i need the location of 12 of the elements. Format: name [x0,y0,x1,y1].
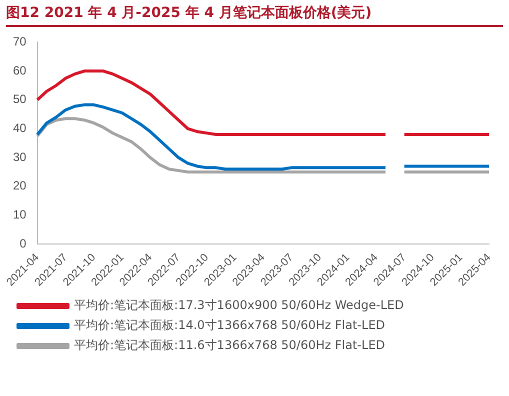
y-tick-label: 50 [12,92,27,106]
y-tick-label: 30 [12,150,27,164]
legend-label: 平均价:笔记本面板:11.6寸1366x768 50/60Hz Flat-LED [74,338,386,352]
y-tick-label: 60 [12,63,27,78]
y-tick-label: 10 [12,208,27,222]
y-tick-label: 70 [12,34,27,49]
chart-title: 图12 2021 年 4 月-2025 年 4 月笔记本面板价格(美元) [6,4,503,27]
legend-label: 平均价:笔记本面板:14.0寸1366x768 50/60Hz Flat-LED [74,318,386,332]
y-tick-label: 20 [12,178,27,193]
legend-label: 平均价:笔记本面板:17.3寸1600x900 50/60Hz Wedge-LED [74,298,404,312]
y-tick-label: 0 [20,236,27,250]
y-tick-label: 40 [12,121,27,136]
